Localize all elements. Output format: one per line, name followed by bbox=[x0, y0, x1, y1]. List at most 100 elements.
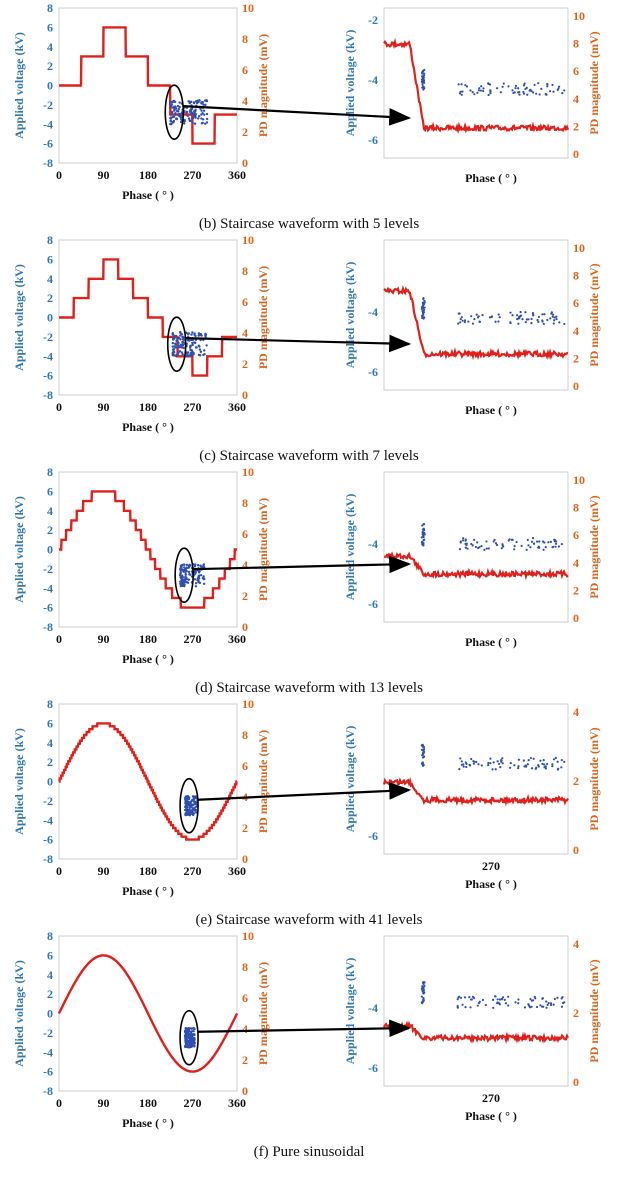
zoom-pd-point bbox=[478, 87, 481, 90]
zoom-pd-point bbox=[532, 91, 535, 94]
zoom-x-axis-label: Phase ( ° ) bbox=[465, 635, 517, 649]
pd-point bbox=[178, 101, 181, 104]
zoom-pd-point bbox=[535, 1005, 539, 1009]
zoom-pd-point bbox=[561, 1001, 565, 1005]
pd-point bbox=[190, 1040, 193, 1043]
panel-caption: (c) Staircase waveform with 7 levels bbox=[199, 448, 419, 464]
voltage-series-line bbox=[59, 258, 237, 377]
pd-point bbox=[192, 812, 196, 815]
zoom-pd-point bbox=[555, 315, 558, 318]
zoom-y-left-axis-label: Applied voltage (kV) bbox=[343, 494, 357, 601]
zoom-pd-point bbox=[503, 998, 506, 1001]
pd-point bbox=[182, 569, 185, 572]
pd-point bbox=[200, 113, 203, 116]
zoom-pd-point bbox=[553, 316, 556, 319]
pd-point bbox=[196, 563, 200, 567]
zoom-pd-point bbox=[480, 544, 483, 548]
y-right-axis-label: PD magnitude (mV) bbox=[256, 266, 270, 369]
pd-point bbox=[198, 333, 201, 337]
zoom-pd-point bbox=[542, 1005, 545, 1008]
pd-point bbox=[192, 112, 196, 116]
zoom-pd-point bbox=[480, 764, 483, 767]
zoom-y-right-tick-label: 4 bbox=[573, 937, 579, 951]
zoom-y-left-tick-label: -6 bbox=[368, 365, 378, 379]
pd-point bbox=[171, 341, 175, 345]
zoom-pd-point bbox=[537, 765, 540, 768]
y-right-tick-label: 4 bbox=[242, 1022, 248, 1036]
zoom-pd-point bbox=[539, 1004, 542, 1007]
zoom-arrow bbox=[198, 1019, 412, 1038]
zoom-pd-point bbox=[470, 998, 473, 1001]
pd-point bbox=[202, 582, 206, 586]
zoom-pd-point bbox=[469, 89, 472, 92]
zoom-pd-point bbox=[546, 83, 549, 86]
zoom-pd-point bbox=[561, 92, 564, 95]
zoom-pd-point bbox=[530, 317, 533, 321]
zoom-pd-point bbox=[470, 757, 473, 761]
pd-point bbox=[186, 804, 189, 807]
pd-point bbox=[190, 812, 193, 816]
zoom-pd-point bbox=[464, 84, 467, 87]
zoom-pd-point bbox=[487, 547, 490, 550]
pd-point bbox=[200, 102, 203, 105]
pd-point bbox=[198, 99, 201, 102]
zoom-pd-point bbox=[460, 760, 463, 763]
zoom-pd-point bbox=[491, 998, 495, 1001]
y-left-axis-label: Applied voltage (kV) bbox=[12, 960, 26, 1067]
zoom-pd-point bbox=[423, 532, 426, 535]
voltage-series-line bbox=[57, 954, 239, 1073]
zoom-pd-point bbox=[527, 759, 530, 762]
pd-point bbox=[201, 576, 205, 580]
zoom-y-right-tick-label: 8 bbox=[573, 269, 579, 283]
zoom-x-tick-label: 270 bbox=[482, 859, 500, 873]
pd-point bbox=[190, 117, 194, 120]
zoom-pd-point bbox=[517, 322, 520, 325]
pd-point bbox=[199, 354, 202, 357]
y-left-tick-label: -2 bbox=[43, 1026, 53, 1040]
zoom-pd-point bbox=[469, 764, 472, 767]
zoom-pd-point bbox=[545, 1000, 548, 1003]
zoom-pd-point bbox=[422, 764, 425, 767]
pd-point bbox=[197, 579, 200, 583]
zoom-pd-point bbox=[479, 89, 483, 92]
y-left-axis-label: Applied voltage (kV) bbox=[12, 728, 26, 835]
pd-point bbox=[173, 108, 176, 111]
zoom-pd-point bbox=[494, 768, 497, 771]
x-tick-label: 360 bbox=[228, 168, 246, 182]
pd-point bbox=[177, 113, 180, 116]
pd-point bbox=[185, 570, 188, 573]
x-tick-label: 360 bbox=[228, 400, 246, 414]
zoom-pd-point bbox=[422, 981, 425, 984]
zoom-pd-point bbox=[526, 538, 529, 542]
y-right-tick-label: 0 bbox=[242, 1084, 248, 1098]
pd-point bbox=[177, 336, 181, 340]
zoom-pd-point bbox=[499, 91, 502, 94]
pd-point bbox=[197, 575, 200, 578]
zoom-pd-point bbox=[464, 546, 467, 549]
zoom-pd-point bbox=[456, 998, 459, 1001]
zoom-pd-point bbox=[501, 996, 505, 999]
zoom-pd-point bbox=[498, 998, 502, 1001]
zoom-pd-point bbox=[459, 321, 462, 324]
pd-point bbox=[185, 563, 189, 567]
zoom-pd-point bbox=[543, 763, 546, 766]
y-left-tick-label: -8 bbox=[43, 852, 53, 866]
zoom-pd-point bbox=[527, 1003, 530, 1006]
zoom-pd-point bbox=[541, 319, 544, 322]
zoom-pd-point bbox=[420, 748, 424, 751]
panel-caption: (e) Staircase waveform with 41 levels bbox=[196, 912, 423, 928]
zoom-pd-point bbox=[460, 83, 463, 86]
pd-point bbox=[185, 1039, 189, 1043]
pd-point bbox=[187, 566, 190, 569]
x-tick-label: 180 bbox=[139, 1096, 157, 1110]
zoom-pd-point bbox=[513, 545, 516, 548]
zoom-pd-point bbox=[496, 998, 499, 1001]
zoom-pd-point bbox=[422, 544, 425, 547]
zoom-pd-point bbox=[477, 763, 480, 766]
zoom-pd-point bbox=[420, 78, 424, 81]
zoom-pd-point bbox=[420, 995, 423, 998]
zoom-pd-point bbox=[552, 90, 555, 93]
pd-point bbox=[175, 354, 178, 357]
zoom-pd-point bbox=[537, 82, 540, 85]
